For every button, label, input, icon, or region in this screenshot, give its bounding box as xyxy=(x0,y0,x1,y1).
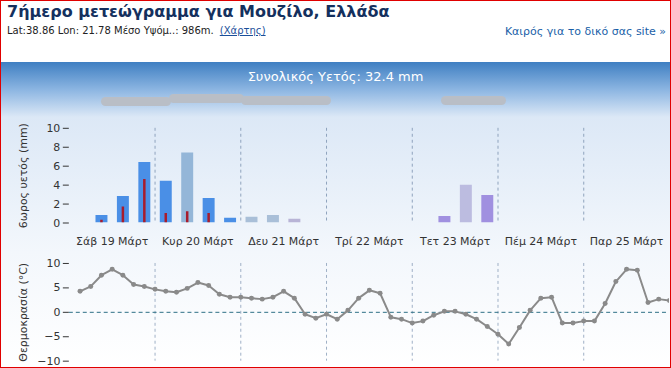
html-text:Συνολικός Υετός: 32.4 mm: Συνολικός Υετός: 32.4 mm xyxy=(247,69,424,84)
svg-text:5: 5 xyxy=(53,281,60,294)
svg-text:2: 2 xyxy=(53,198,60,211)
svg-text:6: 6 xyxy=(53,160,60,173)
html-text:7ήμερο μετεώγραμμα για Μουζίλο: 7ήμερο μετεώγραμμα για Μουζίλο, Ελλάδα xyxy=(7,2,390,21)
svg-text:0: 0 xyxy=(53,217,60,230)
html-text:(Χάρτης): (Χάρτης) xyxy=(219,25,266,36)
svg-text:6ωρος υετός (mm): 6ωρος υετός (mm) xyxy=(17,123,30,228)
svg-text:8: 8 xyxy=(53,141,60,154)
svg-text:Τετ 23 Μάρτ: Τετ 23 Μάρτ xyxy=(419,235,491,248)
svg-text:10: 10 xyxy=(46,122,60,135)
svg-text:Πέμ 24 Μάρτ: Πέμ 24 Μάρτ xyxy=(505,235,578,248)
svg-text:−10: −10 xyxy=(37,355,60,368)
svg-text:0: 0 xyxy=(53,306,60,319)
svg-text:Τρί 22 Μάρτ: Τρί 22 Μάρτ xyxy=(334,235,404,248)
html-text:Καιρός για το δικό σας site »: Καιρός για το δικό σας site » xyxy=(504,25,666,38)
svg-text:Θερμοκρασία (°C): Θερμοκρασία (°C) xyxy=(17,263,30,362)
svg-text:Δευ 21 Μάρτ: Δευ 21 Μάρτ xyxy=(248,235,319,248)
svg-text:4: 4 xyxy=(53,179,60,192)
html-text:Lat:38.86 Lon: 21.78 Μέσο Υψόμ: Lat:38.86 Lon: 21.78 Μέσο Υψόμ..: 986m. xyxy=(7,25,214,36)
svg-text:Κυρ 20 Μάρτ: Κυρ 20 Μάρτ xyxy=(162,235,234,248)
svg-text:10: 10 xyxy=(46,257,60,270)
svg-text:Παρ 25 Μάρτ: Παρ 25 Μάρτ xyxy=(590,235,664,248)
svg-text:Σάβ 19 Μάρτ: Σάβ 19 Μάρτ xyxy=(76,235,149,248)
svg-text:−5: −5 xyxy=(44,330,60,343)
